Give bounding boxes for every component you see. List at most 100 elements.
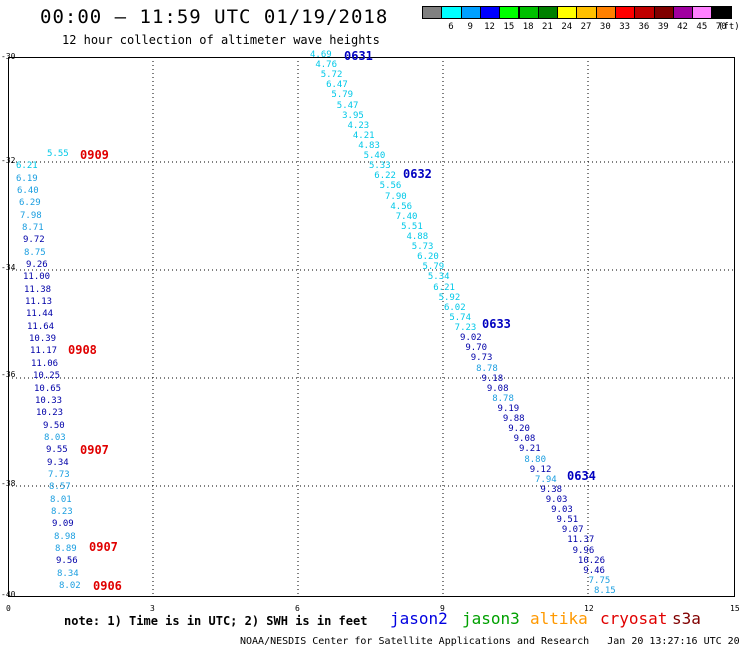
swh-value: 9.02: [460, 333, 482, 344]
legend-label: 39: [657, 22, 669, 32]
swh-value: 9.21: [518, 444, 541, 455]
x-tick-label: 6: [295, 604, 300, 613]
y-tick-label: -38: [1, 479, 16, 488]
swh-value: 4.56: [390, 201, 413, 212]
y-tick-label: -30: [1, 52, 16, 61]
swh-value: 5.73: [411, 242, 434, 253]
swh-value: 8.75: [24, 247, 46, 258]
satellite-name: s3a: [672, 609, 701, 628]
satellite-name: jason3: [462, 609, 520, 628]
swh-value: 9.50: [43, 420, 65, 431]
swh-value: 7.98: [20, 210, 42, 221]
swh-value: 9.51: [556, 515, 579, 526]
swh-value: 9.26: [26, 260, 48, 271]
swh-value: 10.26: [577, 555, 606, 566]
swh-value: 5.40: [363, 151, 386, 162]
swh-value: 9.03: [551, 505, 573, 516]
legend-label: 27: [580, 22, 592, 32]
swh-value: 11.00: [23, 272, 51, 283]
swh-value: 9.38: [540, 484, 563, 495]
swh-value: 5.74: [449, 312, 471, 323]
swh-value: 9.88: [502, 414, 525, 425]
swh-value: 8.15: [594, 586, 616, 596]
pass-label: 0907: [89, 540, 118, 554]
legend-label: 15: [503, 22, 515, 32]
swh-value: 5.55: [47, 149, 69, 159]
legend-label: 24: [561, 22, 573, 32]
satellite-name: cryosat: [600, 609, 668, 628]
swh-value: 4.21: [352, 130, 375, 141]
footnote: note: 1) Time is in UTC; 2) SWH is in fe…: [64, 614, 368, 628]
swh-value: 11.06: [31, 358, 59, 369]
swh-value: 5.33: [368, 161, 391, 172]
y-tick-label: -32: [1, 156, 16, 165]
swh-value: 6.22: [374, 171, 396, 182]
swh-value: 9.96: [572, 545, 595, 556]
swh-value: 9.09: [52, 519, 74, 530]
plot-frame: [8, 57, 735, 597]
swh-value: 3.95: [342, 110, 364, 121]
swh-value: 5.79: [331, 90, 354, 101]
swh-value: 4.23: [347, 120, 370, 131]
swh-value: 6.47: [326, 80, 348, 91]
swh-value: 8.03: [44, 432, 66, 443]
swh-value: 9.08: [486, 383, 509, 394]
swh-value: 6.40: [17, 186, 39, 197]
swh-value: 5.92: [438, 292, 461, 303]
swh-value: 4.83: [358, 141, 380, 152]
pass-label: 0631: [344, 49, 373, 63]
swh-value: 7.75: [588, 575, 611, 586]
swh-value: 8.23: [51, 506, 73, 517]
swh-value: 5.79: [422, 262, 445, 273]
page-title: 00:00 – 11:59 UTC 01/19/2018: [40, 6, 389, 28]
swh-value: 11.17: [30, 346, 58, 357]
swh-value: 9.07: [561, 525, 584, 536]
x-tick-label: 3: [150, 604, 155, 613]
swh-value: 8.98: [54, 531, 76, 542]
legend-swatch: [711, 6, 732, 19]
swh-value: 9.20: [508, 424, 530, 435]
swh-value: 7.73: [48, 469, 70, 480]
swh-value: 8.01: [50, 494, 72, 505]
satellite-name: altika: [530, 609, 588, 628]
swh-value: 10.39: [29, 334, 57, 345]
swh-value: 8.89: [55, 543, 77, 554]
pass-label: 0632: [403, 167, 432, 181]
swh-value: 8.78: [476, 363, 498, 374]
page-subtitle: 12 hour collection of altimeter wave hei…: [62, 33, 380, 47]
swh-value: 9.34: [47, 457, 69, 468]
swh-value: 11.38: [24, 284, 52, 295]
swh-value: 9.08: [513, 434, 536, 445]
y-tick-label: -40: [1, 590, 16, 599]
swh-value: 10.33: [35, 395, 63, 406]
pass-label: 0633: [482, 317, 511, 331]
swh-value: 4.76: [315, 60, 338, 71]
y-tick-label: -36: [1, 370, 16, 379]
swh-value: 8.80: [524, 454, 547, 465]
swh-value: 6.21: [16, 161, 38, 172]
legend-label: 70: [715, 22, 727, 32]
legend-label: 42: [677, 22, 688, 32]
swh-value: 5.51: [401, 221, 423, 232]
legend-unit: (ft): [718, 22, 740, 32]
legend-label: 6: [448, 22, 454, 32]
swh-value: 6.20: [417, 252, 439, 263]
satellite-name: jason2: [390, 609, 448, 628]
swh-value: 5.47: [336, 100, 359, 111]
legend-label: 33: [619, 22, 631, 32]
swh-value: 9.46: [583, 565, 605, 576]
swh-value: 5.34: [427, 272, 450, 283]
swh-value: 8.57: [49, 482, 71, 493]
legend-label: 18: [522, 22, 534, 32]
swh-value: 11.37: [567, 535, 595, 546]
swh-value: 9.03: [545, 494, 568, 505]
legend-label: 12: [484, 22, 495, 32]
pass-label: 0634: [567, 469, 596, 483]
swh-value: 11.44: [26, 309, 54, 320]
swh-value: 9.55: [46, 445, 68, 456]
swh-value: 10.65: [34, 383, 62, 394]
x-tick-label: 0: [6, 604, 11, 613]
x-tick-label: 9: [440, 604, 445, 613]
swh-value: 7.23: [454, 323, 477, 334]
pass-label: 0906: [93, 579, 122, 593]
